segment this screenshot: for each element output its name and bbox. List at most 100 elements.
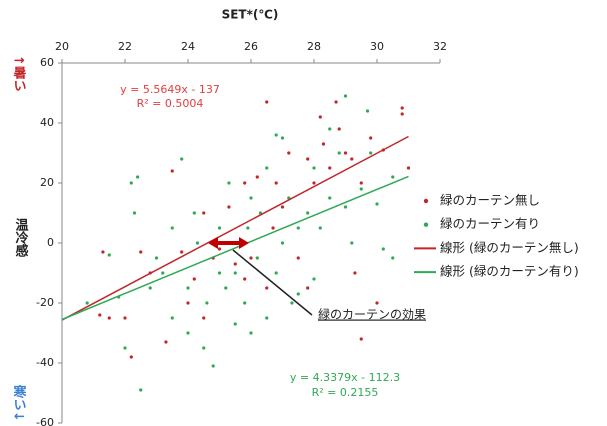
point <box>296 292 300 296</box>
arrow-head <box>208 237 218 249</box>
point <box>350 241 354 245</box>
point <box>195 241 200 245</box>
point <box>400 112 404 116</box>
point <box>233 322 237 326</box>
point <box>274 181 278 185</box>
point <box>306 211 310 215</box>
point <box>224 286 228 290</box>
point <box>243 181 247 185</box>
point <box>227 181 231 185</box>
point <box>337 151 341 155</box>
point <box>328 196 332 200</box>
trendline <box>61 175 409 321</box>
point <box>391 175 395 179</box>
point <box>170 169 174 173</box>
point <box>217 247 222 251</box>
y-tick-label: -60 <box>36 416 54 426</box>
point <box>381 247 385 251</box>
point <box>375 301 379 305</box>
point <box>129 355 133 359</box>
point <box>306 286 310 290</box>
point <box>243 301 247 305</box>
x-tick-label: 32 <box>433 40 447 53</box>
equation: y = 4.3379x - 112.3 <box>290 371 400 384</box>
point <box>337 127 341 131</box>
legend-marker <box>423 198 429 204</box>
legend-label: 緑のカーテン無し <box>440 193 540 208</box>
point <box>107 253 111 257</box>
point <box>265 100 269 104</box>
point <box>101 250 105 254</box>
point <box>136 175 140 179</box>
point <box>186 301 190 305</box>
y-tick-label: 60 <box>40 56 54 69</box>
y-label-top: ↑暑い <box>11 55 28 92</box>
point <box>318 226 322 230</box>
point <box>343 151 348 155</box>
point <box>205 301 209 305</box>
point <box>271 226 275 230</box>
point <box>365 109 370 113</box>
point <box>180 250 184 254</box>
point <box>343 94 348 98</box>
point <box>139 250 143 254</box>
x-tick-label: 28 <box>307 40 321 53</box>
point <box>290 301 294 305</box>
point <box>306 157 310 161</box>
point <box>321 142 326 146</box>
point <box>202 346 206 350</box>
point <box>312 166 316 170</box>
point <box>249 331 253 335</box>
point <box>249 196 253 200</box>
point <box>359 181 363 185</box>
point <box>296 256 300 260</box>
point <box>280 241 285 245</box>
point <box>406 166 411 170</box>
point <box>154 256 159 260</box>
point <box>400 106 404 110</box>
y-label: 温冷感 <box>13 218 29 258</box>
r-squared: R² = 0.2155 <box>312 386 379 399</box>
point <box>343 205 348 209</box>
point <box>180 157 184 161</box>
point <box>274 271 278 275</box>
point <box>186 331 190 335</box>
point <box>391 256 395 260</box>
plot-area <box>58 59 441 424</box>
x-tick-label: 20 <box>55 40 69 53</box>
x-tick-label: 30 <box>370 40 384 53</box>
legend-label: 緑のカーテン有り <box>440 216 540 231</box>
point <box>123 346 127 350</box>
point <box>233 262 237 266</box>
legend-marker <box>423 222 429 227</box>
point <box>246 226 250 230</box>
x-tick-label: 22 <box>118 40 132 53</box>
point <box>170 226 174 230</box>
point <box>353 271 357 275</box>
point <box>265 316 269 320</box>
point <box>107 316 111 320</box>
annotation-pointer <box>232 249 313 316</box>
point <box>334 100 338 104</box>
point <box>211 364 215 368</box>
point <box>265 166 269 170</box>
point <box>164 340 168 344</box>
point <box>280 136 285 140</box>
x-tick-label: 26 <box>244 40 258 53</box>
point <box>369 151 373 155</box>
point <box>280 205 285 209</box>
point <box>296 226 300 230</box>
point <box>249 256 253 260</box>
point <box>132 211 137 215</box>
point <box>312 277 316 281</box>
x-tick-label: 24 <box>181 40 195 53</box>
point <box>161 271 165 275</box>
arrow-head <box>239 237 249 249</box>
point <box>186 286 190 290</box>
point <box>328 127 332 131</box>
point <box>192 211 196 215</box>
point <box>375 202 379 206</box>
point <box>359 337 363 341</box>
point <box>202 211 206 215</box>
point <box>312 181 316 185</box>
